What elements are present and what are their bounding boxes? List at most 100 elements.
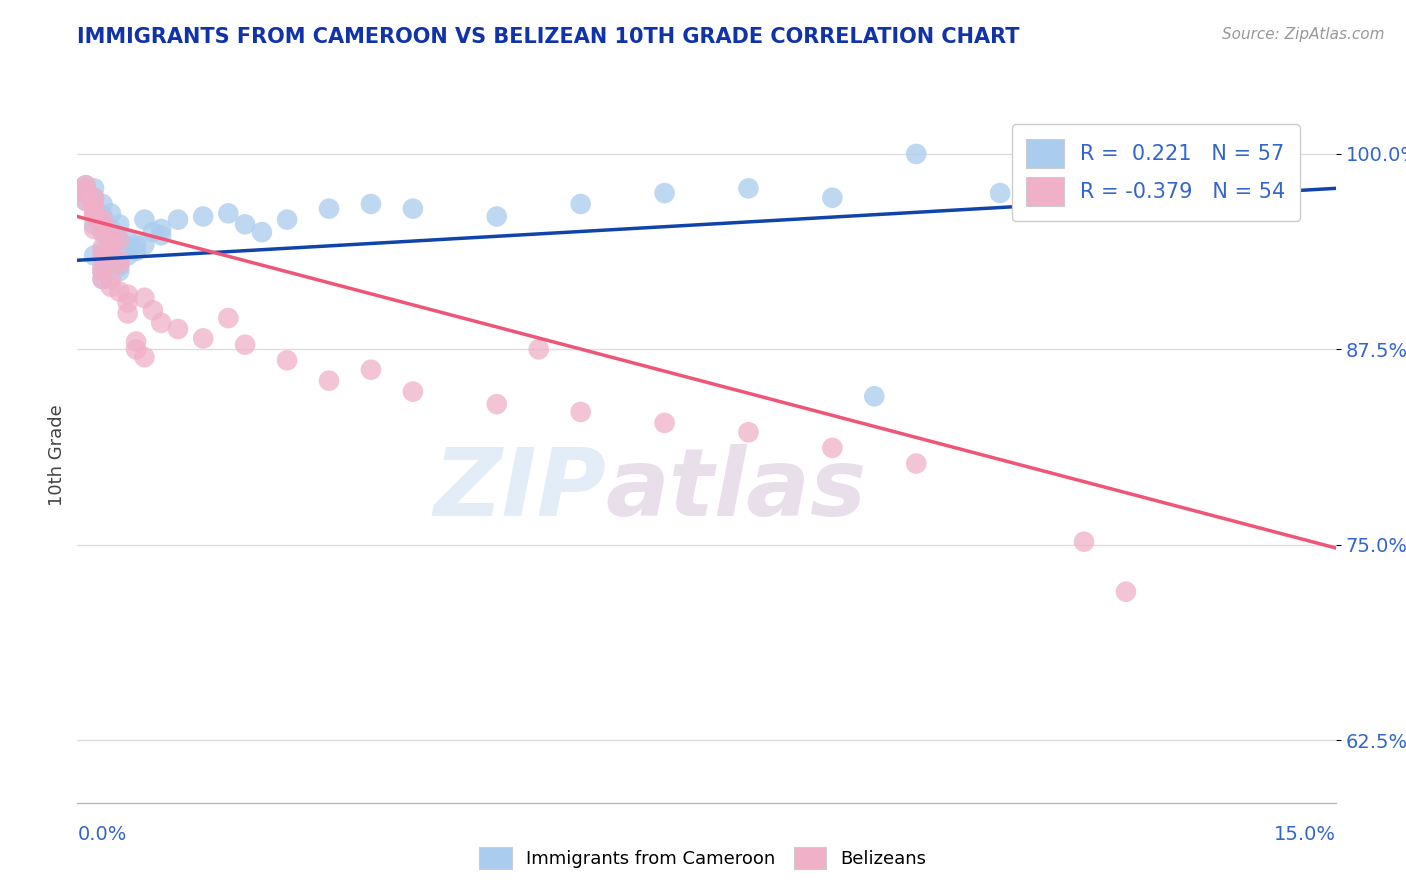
Point — [821, 441, 844, 455]
Point — [821, 191, 844, 205]
Point — [402, 384, 425, 399]
Text: ZIP: ZIP — [433, 443, 606, 536]
Point — [108, 285, 131, 299]
Point — [75, 186, 97, 200]
Point — [134, 212, 156, 227]
Text: 0.0%: 0.0% — [77, 825, 127, 844]
Text: IMMIGRANTS FROM CAMEROON VS BELIZEAN 10TH GRADE CORRELATION CHART: IMMIGRANTS FROM CAMEROON VS BELIZEAN 10T… — [77, 27, 1019, 46]
Point — [527, 343, 550, 357]
Point — [75, 181, 97, 195]
Point — [117, 249, 139, 263]
Text: 15.0%: 15.0% — [1274, 825, 1336, 844]
Point — [150, 222, 173, 236]
Point — [569, 405, 592, 419]
Point — [117, 287, 139, 301]
Point — [91, 225, 114, 239]
Point — [83, 181, 105, 195]
Point — [91, 241, 114, 255]
Point — [250, 225, 273, 239]
Point — [91, 244, 114, 258]
Point — [91, 212, 114, 227]
Point — [100, 206, 122, 220]
Point — [1240, 178, 1263, 193]
Point — [737, 425, 759, 440]
Point — [75, 194, 97, 208]
Point — [134, 237, 156, 252]
Point — [108, 233, 131, 247]
Point — [83, 210, 105, 224]
Text: atlas: atlas — [606, 443, 868, 536]
Point — [402, 202, 425, 216]
Point — [100, 244, 122, 258]
Point — [75, 178, 97, 193]
Point — [318, 202, 340, 216]
Point — [142, 303, 165, 318]
Point — [654, 186, 676, 200]
Point — [108, 256, 131, 270]
Point — [83, 197, 105, 211]
Point — [83, 249, 105, 263]
Point — [1157, 197, 1180, 211]
Point — [150, 228, 173, 243]
Point — [276, 212, 298, 227]
Legend: Immigrants from Cameroon, Belizeans: Immigrants from Cameroon, Belizeans — [471, 838, 935, 879]
Point — [318, 374, 340, 388]
Point — [108, 253, 131, 268]
Point — [142, 225, 165, 239]
Point — [905, 457, 928, 471]
Point — [83, 191, 105, 205]
Point — [217, 206, 239, 220]
Point — [125, 244, 148, 258]
Point — [167, 322, 190, 336]
Point — [117, 241, 139, 255]
Point — [108, 217, 131, 231]
Point — [100, 272, 122, 286]
Point — [83, 222, 105, 236]
Point — [108, 256, 131, 270]
Point — [100, 228, 122, 243]
Point — [91, 225, 114, 239]
Point — [485, 397, 508, 411]
Point — [75, 194, 97, 208]
Point — [360, 362, 382, 376]
Point — [83, 206, 105, 220]
Point — [108, 233, 131, 247]
Point — [75, 178, 97, 193]
Point — [100, 237, 122, 252]
Point — [988, 186, 1011, 200]
Point — [167, 212, 190, 227]
Point — [276, 353, 298, 368]
Point — [125, 343, 148, 357]
Point — [233, 217, 256, 231]
Text: Source: ZipAtlas.com: Source: ZipAtlas.com — [1222, 27, 1385, 42]
Point — [191, 331, 215, 345]
Point — [134, 291, 156, 305]
Point — [1073, 534, 1095, 549]
Point — [91, 264, 114, 278]
Point — [83, 202, 105, 216]
Point — [233, 337, 256, 351]
Point — [569, 197, 592, 211]
Point — [91, 260, 114, 274]
Point — [125, 237, 148, 252]
Point — [150, 316, 173, 330]
Point — [100, 228, 122, 243]
Point — [217, 311, 239, 326]
Point — [117, 233, 139, 247]
Point — [1115, 584, 1137, 599]
Point — [91, 210, 114, 224]
Point — [91, 272, 114, 286]
Point — [117, 295, 139, 310]
Point — [83, 217, 105, 231]
Point — [75, 186, 97, 200]
Point — [83, 202, 105, 216]
Point — [100, 237, 122, 252]
Point — [91, 212, 114, 227]
Point — [83, 191, 105, 205]
Point — [737, 181, 759, 195]
Point — [100, 222, 122, 236]
Point — [91, 210, 114, 224]
Point — [108, 260, 131, 274]
Point — [100, 233, 122, 247]
Point — [91, 272, 114, 286]
